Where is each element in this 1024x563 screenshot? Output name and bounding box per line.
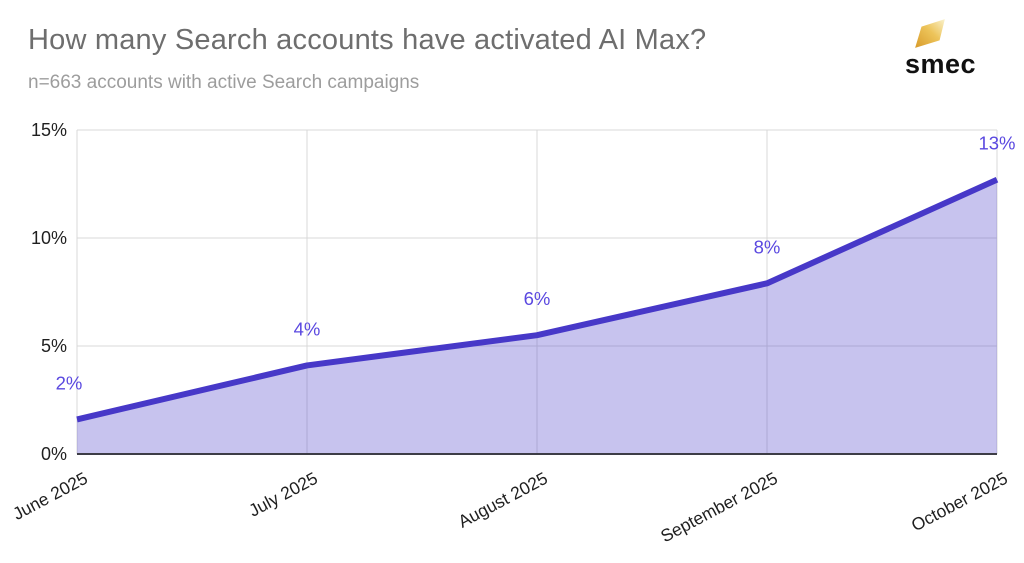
point-label: 2% (56, 372, 83, 393)
point-label: 4% (294, 318, 321, 339)
x-axis-label: June 2025 (9, 468, 91, 524)
trend-line (76, 176, 999, 423)
y-axis-label: 15% (31, 120, 67, 140)
smec-logo-text: smec (905, 49, 977, 79)
page-title: How many Search accounts have activated … (28, 24, 707, 56)
y-axis-label: 10% (31, 228, 67, 248)
y-axis-label: 5% (41, 336, 67, 356)
smec-logo-mark-icon (915, 19, 945, 48)
x-axis-label: September 2025 (657, 468, 781, 546)
area-fill (77, 179, 997, 454)
x-axis-label: October 2025 (908, 468, 1011, 535)
smec-logo: smec (903, 18, 995, 78)
point-label: 8% (754, 236, 781, 257)
point-label: 13% (978, 133, 1015, 154)
point-label: 6% (524, 288, 551, 309)
x-axis-label: August 2025 (455, 468, 551, 532)
y-axis-label: 0% (41, 444, 67, 464)
page-subtitle: n=663 accounts with active Search campai… (28, 72, 420, 93)
x-axis-label: July 2025 (245, 468, 321, 521)
